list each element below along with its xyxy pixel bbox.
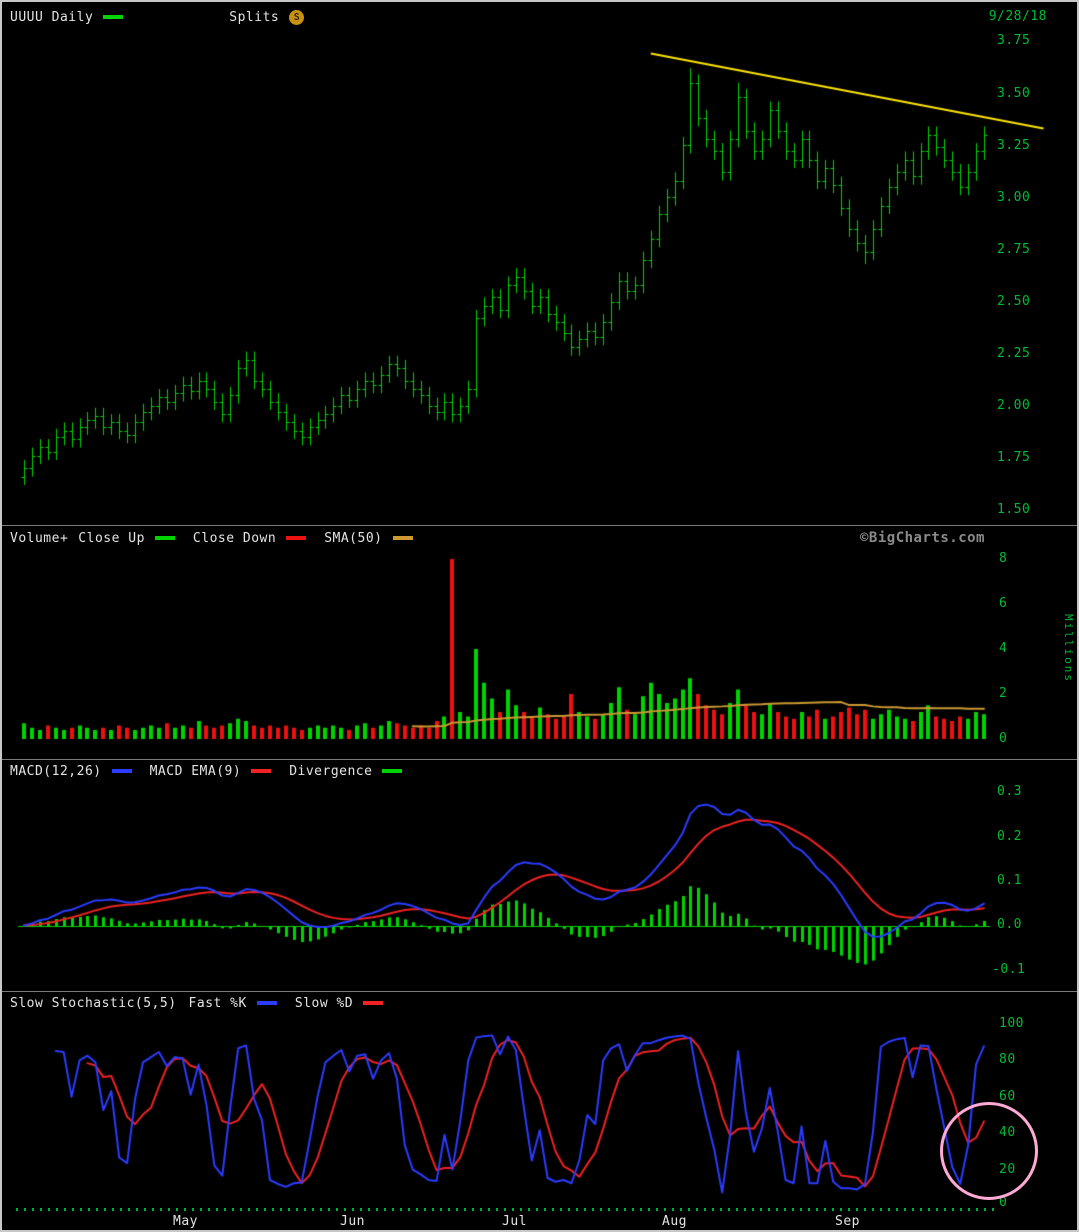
divergence-label: Divergence: [289, 763, 373, 779]
price-axis-tick: 1.50: [997, 502, 1031, 517]
macd-ema-dash-icon: [251, 769, 272, 773]
symbol-title: UUUU Daily: [10, 9, 94, 25]
volume-axis-tick: 2: [999, 686, 1008, 701]
macd-dash-icon: [111, 769, 132, 773]
price-axis-tick: 1.75: [997, 450, 1031, 465]
macd-axis-tick: -0.1: [992, 962, 1026, 977]
volume-close-down-label: Close Down: [192, 530, 277, 546]
stochastic-highlight-circle: [940, 1102, 1038, 1200]
volume-sma-label: SMA(50): [324, 530, 383, 546]
chart-date: 9/28/18: [988, 9, 1047, 24]
macd-legend: MACD(12,26) MACD EMA(9) Divergence: [2, 762, 1077, 780]
volume-axis-tick: 0: [999, 731, 1008, 746]
volume-axis-tick: 8: [999, 551, 1008, 566]
stochastic-panel-canvas: [2, 1012, 1077, 1208]
volume-axis-tick: 4: [999, 641, 1008, 656]
price-panel-canvas: [2, 30, 1077, 522]
price-axis-tick: 2.75: [997, 242, 1031, 257]
close-down-dash-icon: [286, 536, 307, 540]
bigcharts-watermark: ©BigCharts.com: [859, 530, 985, 546]
macd-axis-tick: 0.1: [997, 873, 1022, 888]
fast-k-dash-icon: [256, 1001, 277, 1005]
macd-label: MACD(12,26): [10, 763, 102, 779]
macd-ema-label: MACD EMA(9): [149, 763, 242, 779]
month-label: Sep: [835, 1214, 860, 1229]
volume-close-up-label: Close Up: [78, 530, 145, 546]
price-axis-tick: 3.50: [997, 86, 1031, 101]
stoch-axis-tick: 80: [999, 1052, 1016, 1067]
price-axis-tick: 2.00: [997, 398, 1031, 413]
price-axis-tick: 3.75: [997, 33, 1031, 48]
stochastic-legend: Slow Stochastic(5,5) Fast %K Slow %D: [2, 994, 1077, 1012]
sma-dash-icon: [392, 536, 413, 540]
slow-d-dash-icon: [363, 1001, 384, 1005]
fast-k-label: Fast %K: [188, 995, 247, 1011]
month-label: May: [173, 1214, 198, 1229]
panel-separator: [2, 759, 1077, 760]
volume-panel-canvas: [2, 550, 1077, 742]
stochastic-title: Slow Stochastic(5,5): [10, 995, 177, 1011]
time-axis-ticks: [16, 1208, 996, 1211]
splits-label: Splits: [229, 9, 280, 25]
stoch-axis-tick: 0: [999, 1195, 1008, 1210]
macd-axis-tick: 0.3: [997, 784, 1022, 799]
price-axis-tick: 3.00: [997, 190, 1031, 205]
month-label: Jun: [340, 1214, 365, 1229]
price-legend-dash-icon: [103, 15, 124, 19]
stoch-axis-tick: 60: [999, 1089, 1016, 1104]
volume-axis-tick: 6: [999, 596, 1008, 611]
macd-panel-canvas: [2, 780, 1077, 987]
close-up-dash-icon: [154, 536, 175, 540]
price-axis-tick: 2.25: [997, 346, 1031, 361]
price-axis-tick: 2.50: [997, 294, 1031, 309]
panel-separator: [2, 525, 1077, 526]
slow-d-label: Slow %D: [294, 995, 354, 1011]
splits-badge-icon: S: [289, 9, 305, 25]
chart-header: UUUU Daily Splits S: [2, 6, 1077, 28]
macd-axis-tick: 0.0: [997, 917, 1022, 932]
volume-legend-title: Volume+: [10, 530, 69, 546]
divergence-dash-icon: [382, 769, 403, 773]
price-axis-tick: 3.25: [997, 138, 1031, 153]
month-label: Aug: [662, 1214, 687, 1229]
panel-separator: [2, 991, 1077, 992]
macd-axis-tick: 0.2: [997, 829, 1022, 844]
volume-legend: Volume+ Close Up Close Down SMA(50): [2, 528, 1077, 548]
stoch-axis-tick: 100: [999, 1016, 1024, 1031]
volume-unit-label: Millions: [1062, 614, 1075, 683]
month-label: Jul: [502, 1214, 527, 1229]
